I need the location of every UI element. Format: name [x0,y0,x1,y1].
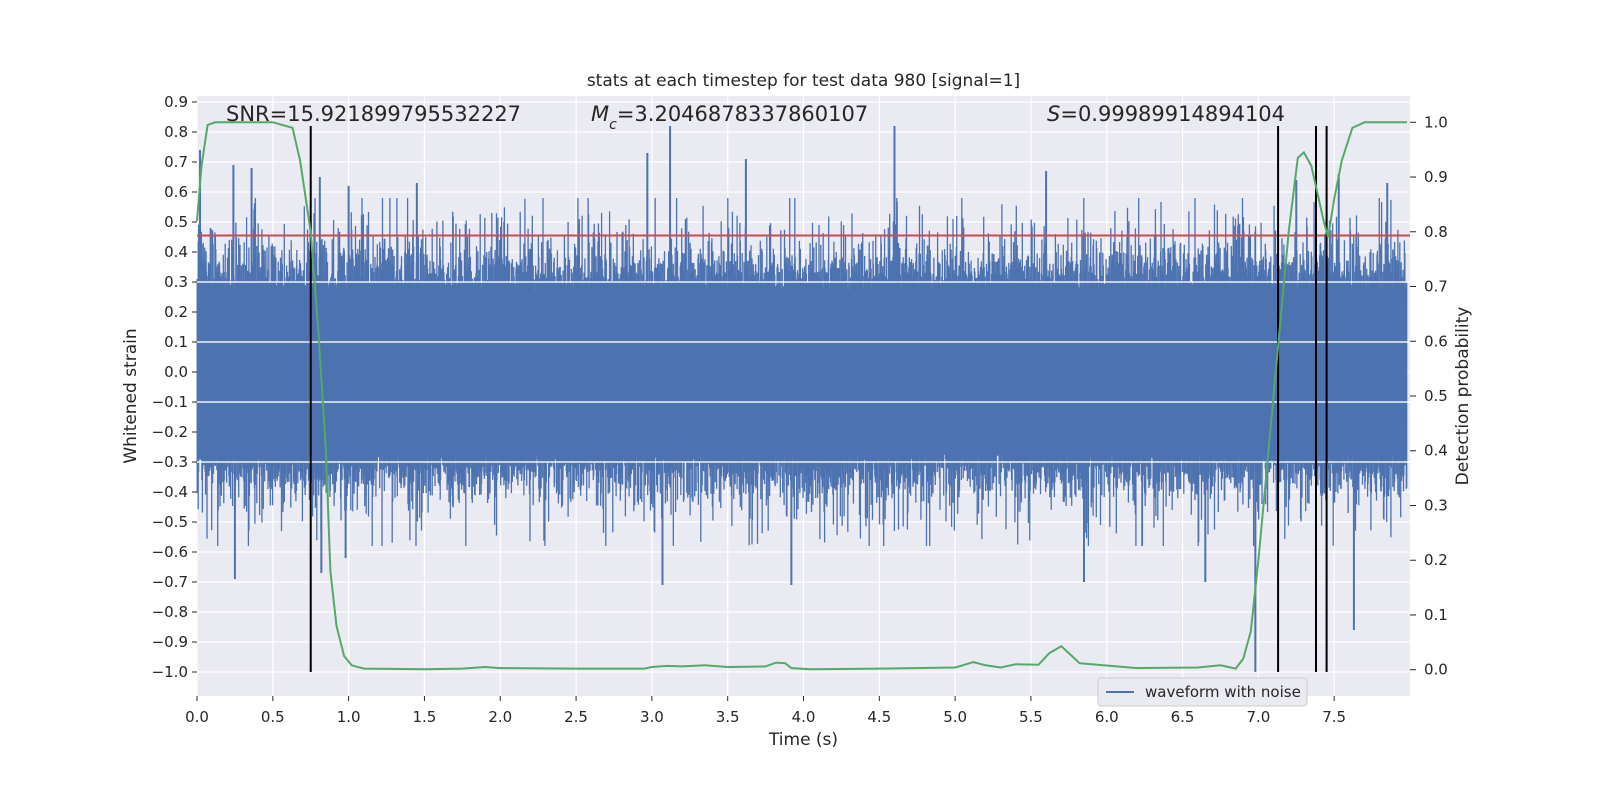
y-tick-label: −0.7 [152,573,188,591]
y2-tick-label: 0.6 [1424,332,1448,350]
y-tick-label: −0.2 [152,423,188,441]
chirp-mass-annotation: Mc=3.2046878337860107 [591,102,868,133]
y2-tick-label: 0.2 [1424,551,1448,569]
x-tick-label: 3.5 [716,708,740,726]
probability-layer [196,121,1407,671]
snr-annotation: SNR=15.921899795532227 [226,102,521,126]
y-tick-label: −0.1 [152,393,188,411]
y-axis-label: Whitened strain [121,328,141,463]
legend-box [1097,677,1308,707]
y-tick-label: 0.4 [164,243,188,261]
x-tick-label: 6.5 [1171,708,1195,726]
legend: waveform with noise [1097,677,1308,707]
x-tick-label: 5.5 [1019,708,1043,726]
s-annotation: S=0.99989914894104 [1047,102,1285,126]
y2-tick-label: 0.5 [1424,387,1448,405]
x-tick-label: 6.0 [1095,708,1119,726]
y-tick-label: 0.1 [164,333,188,351]
y-tick-label: −0.4 [152,483,188,501]
x-tick-label: 3.0 [640,708,664,726]
y2-tick-label: 0.7 [1424,278,1448,296]
x-tick-label: 0.5 [261,708,285,726]
y-tick-label: −0.8 [152,603,188,621]
x-tick-label: 7.0 [1246,708,1270,726]
y-tick-label: 0.3 [164,273,188,291]
y2-tick-label: 0.1 [1424,606,1448,624]
y2-tick-label: 0.3 [1424,496,1448,514]
x-tick-label: 7.5 [1322,708,1346,726]
chart-title: stats at each timestep for test data 980… [587,71,1020,91]
y-tick-label: −0.9 [152,633,188,651]
y2-tick-label: 0.9 [1424,168,1448,186]
axes-layer: 0.0 0.5 1.0 1.5 2.0 2.5 3.0 3.5 4.0 4.5 5.0 5.5 6.0 6… [152,93,1448,726]
y-tick-label: 0.8 [164,123,188,141]
y-tick-label: 0.2 [164,303,188,321]
legend-label: waveform with noise [1145,683,1301,701]
y-tick-label: 0.0 [164,363,188,381]
detection-probability-line [196,121,1407,671]
s-value: =0.99989914894104 [1060,102,1285,126]
y2-axis-label: Detection probability [1453,307,1473,486]
x-tick-label: 5.0 [943,708,967,726]
y-tick-label: −0.3 [152,453,188,471]
y-tick-label: 0.5 [164,213,188,231]
x-tick-label: 4.5 [867,708,891,726]
x-axis-label: Time (s) [768,730,838,750]
y-tick-label: 0.6 [164,183,188,201]
x-tick-label: 2.5 [564,708,588,726]
y-tick-label: −0.6 [152,543,188,561]
y-tick-label: 0.9 [164,93,188,111]
y-tick-label: −1.0 [152,663,188,681]
y2-tick-label: 0.8 [1424,223,1448,241]
x-tick-label: 0.0 [185,708,209,726]
chirp-mass-value: =3.2046878337860107 [617,102,868,126]
y-tick-label: −0.5 [152,513,188,531]
y2-tick-label: 1.0 [1424,113,1448,131]
event-markers-layer [309,126,1328,672]
x-tick-label: 2.0 [488,708,512,726]
y-tick-label: 0.7 [164,153,188,171]
x-tick-label: 1.5 [413,708,437,726]
y2-tick-label: 0.4 [1424,442,1448,460]
x-tick-label: 1.0 [337,708,361,726]
waveform-spikes [196,198,1408,546]
waveform-layer [196,126,1410,672]
y2-tick-label: 0.0 [1424,661,1448,679]
x-tick-label: 4.0 [792,708,816,726]
